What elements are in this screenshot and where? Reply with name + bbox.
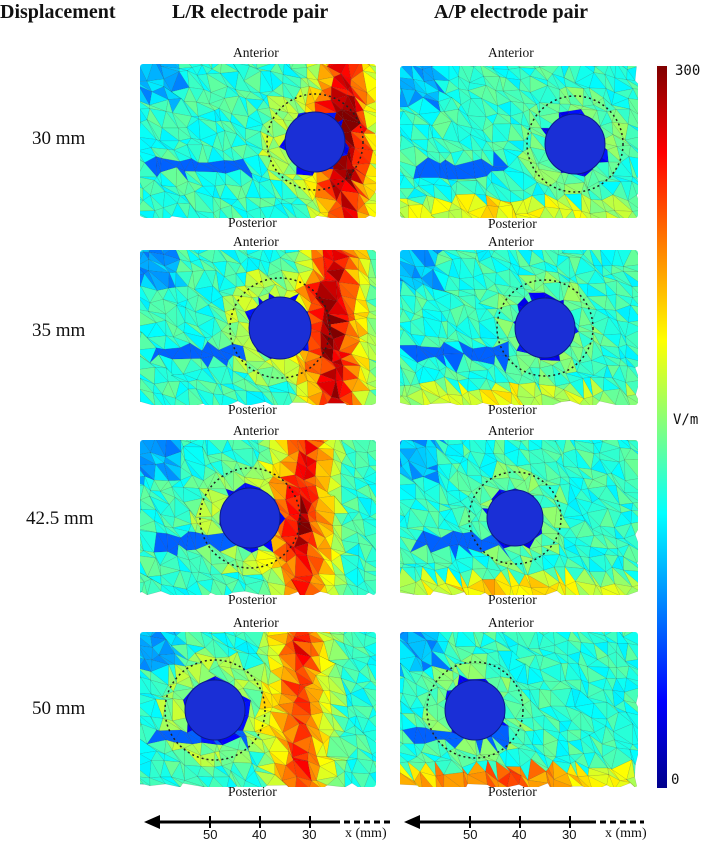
x-axis-lr: [144, 815, 390, 829]
colorbar-unit-label: V/m: [673, 412, 699, 428]
colorbar-min-label: 0: [671, 772, 680, 788]
lr-column-header: L/R electrode pair: [172, 1, 329, 23]
tumor-core: [444, 679, 506, 741]
label-posterior: Posterior: [228, 784, 277, 799]
field-map-ap-50mm: [400, 632, 638, 787]
field-map-lr-30mm: [140, 64, 376, 218]
label-anterior: Anterior: [233, 615, 279, 630]
row-label-35mm: 35 mm: [32, 320, 86, 341]
field-map-lr-42-5mm: [140, 440, 376, 595]
label-anterior: Anterior: [488, 45, 534, 60]
label-anterior: Anterior: [488, 423, 534, 438]
x-tick-lr-40: 40: [252, 827, 267, 842]
tumor-core: [184, 679, 246, 741]
label-posterior: Posterior: [228, 592, 277, 607]
tumor-boundary: [526, 95, 624, 193]
label-anterior: Anterior: [488, 234, 534, 249]
label-anterior: Anterior: [488, 615, 534, 630]
tumor-boundary: [496, 279, 594, 377]
x-axis-unit-lr: x (mm): [345, 826, 387, 841]
label-posterior: Posterior: [228, 402, 277, 417]
label-posterior: Posterior: [228, 215, 277, 230]
displacement-header: Displacement: [0, 1, 116, 23]
label-posterior: Posterior: [488, 784, 537, 799]
tumor-boundary: [164, 659, 266, 761]
label-posterior: Posterior: [488, 216, 537, 231]
arrow-left-icon: [404, 815, 420, 829]
x-tick-lr-50: 50: [203, 827, 218, 842]
tumor-core: [486, 489, 544, 547]
field-map-ap-42-5mm: [400, 440, 638, 595]
label-anterior: Anterior: [233, 45, 279, 60]
tumor-core: [219, 487, 281, 549]
label-anterior: Anterior: [233, 234, 279, 249]
x-tick-ap-30: 30: [562, 827, 577, 842]
arrow-left-icon: [144, 815, 160, 829]
x-axis-unit-ap: x (mm): [605, 826, 647, 841]
tumor-boundary: [468, 471, 562, 565]
x-tick-lr-30: 30: [302, 827, 317, 842]
tumor-boundary: [266, 93, 364, 191]
field-map-lr-50mm: [140, 632, 376, 787]
label-anterior: Anterior: [233, 423, 279, 438]
tumor-core: [544, 113, 606, 175]
x-axis-ap: [404, 815, 644, 829]
colorbar: [657, 66, 667, 788]
tumor-boundary: [229, 277, 331, 379]
label-posterior: Posterior: [488, 592, 537, 607]
label-posterior: Posterior: [488, 402, 537, 417]
field-map-ap-30mm: [400, 66, 638, 218]
tumor-boundary: [426, 661, 524, 759]
tumor-core: [514, 297, 576, 359]
x-tick-ap-40: 40: [512, 827, 527, 842]
ap-column-header: A/P electrode pair: [434, 1, 589, 23]
row-label-30mm: 30 mm: [32, 128, 86, 149]
colorbar-max-label: 300: [675, 63, 701, 79]
field-map-ap-35mm: [400, 250, 638, 405]
x-tick-ap-50: 50: [463, 827, 478, 842]
tumor-core: [284, 111, 346, 173]
row-label-42-5mm: 42.5 mm: [26, 508, 94, 529]
tumor-core: [248, 296, 312, 360]
row-label-50mm: 50 mm: [32, 698, 86, 719]
tumor-boundary: [199, 467, 301, 569]
field-map-lr-35mm: [140, 250, 376, 405]
